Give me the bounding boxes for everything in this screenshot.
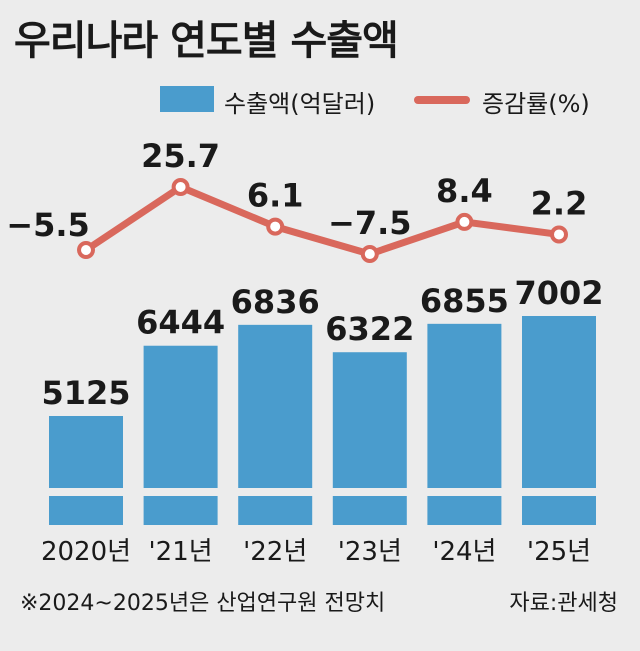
x-tick-label: '22년: [243, 537, 307, 567]
axis-break-gap: [237, 488, 314, 496]
axis-break-gap: [48, 488, 124, 496]
line-point: [77, 241, 95, 259]
legend-line-label: 증감률(%): [482, 90, 590, 118]
bar: [49, 416, 123, 525]
line-value-label: 2.2: [531, 184, 588, 222]
legend-line-swatch: [414, 96, 470, 104]
line-point: [455, 212, 474, 231]
bar-value-label: 6322: [325, 310, 414, 348]
bar-value-label: 6444: [136, 304, 225, 342]
line-series: −5.5 25.7 6.1 −7.5 8.4 2.2: [6, 137, 588, 264]
line-value-label: −7.5: [328, 204, 412, 242]
line-value-label: 8.4: [436, 172, 493, 210]
legend-bar-label: 수출액(억달러): [224, 90, 376, 118]
line-point: [266, 217, 285, 236]
bar-value-label: 7002: [514, 274, 603, 312]
x-tick-label: 2020년: [41, 537, 131, 567]
line-value-label: −5.5: [6, 206, 90, 244]
line-point: [171, 178, 190, 196]
axis-break-gap: [142, 488, 219, 496]
line-point: [360, 245, 379, 264]
axis-break-gap: [331, 488, 408, 496]
source-note: 자료:관세청: [509, 591, 618, 616]
axis-break-gap: [426, 488, 503, 496]
growth-line: [82, 183, 563, 258]
bar-value-label: 5125: [41, 374, 130, 412]
legend: 수출액(억달러) 증감률(%): [0, 82, 640, 118]
x-tick-label: '21년: [149, 537, 213, 567]
x-tick-label: '24년: [432, 537, 496, 567]
x-tick-label: '25년: [527, 537, 591, 567]
line-value-label: 6.1: [247, 177, 304, 215]
bar-value-label: 6836: [231, 283, 320, 321]
axis-break-gap: [521, 488, 597, 496]
bar: [332, 352, 407, 525]
line-value-label: 25.7: [141, 137, 220, 175]
legend-bar-swatch: [160, 86, 214, 112]
footnote: ※2024~2025년은 산업연구원 전망치: [20, 591, 386, 616]
bar: [143, 345, 218, 525]
chart-title: 우리나라 연도별 수출액: [14, 18, 399, 64]
x-tick-label: '23년: [338, 537, 402, 567]
line-point: [550, 225, 568, 244]
bar-value-label: 6855: [420, 282, 509, 320]
